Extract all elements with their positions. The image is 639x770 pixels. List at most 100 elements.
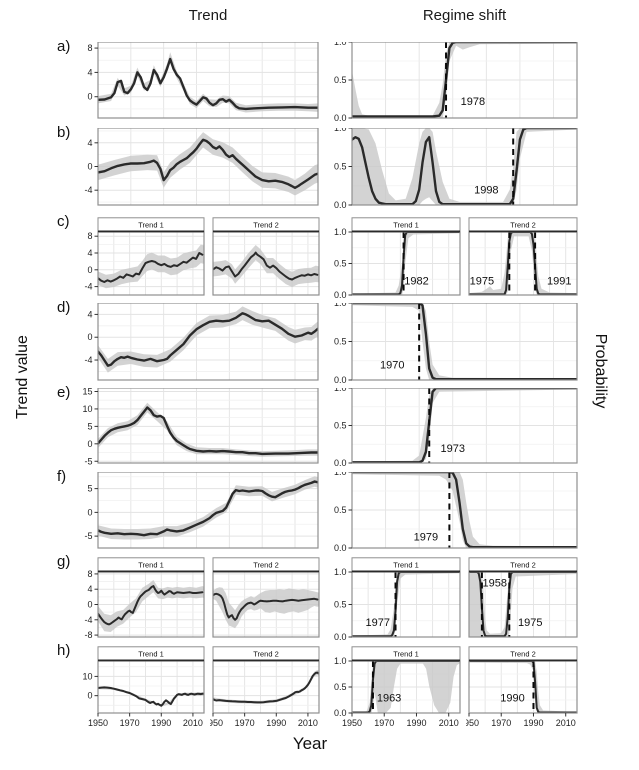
y-tick-label: 1.0 [334, 472, 347, 477]
x-tick-label: 1990 [406, 718, 426, 728]
x-tick-label: 1950 [88, 718, 108, 728]
row-label-g: g) [57, 553, 71, 570]
x-tick-label: 1990 [151, 718, 171, 728]
facet-strip-label: Trend 2 [253, 221, 279, 230]
y-tick-label: 0 [87, 162, 92, 172]
panel-d-trend: -4 0 4 [84, 303, 319, 381]
panel-b-regime: 1998 0.0 0.5 1.0 [334, 128, 578, 208]
y-tick-label: 0 [87, 600, 92, 610]
y-tick-label: 10 [82, 671, 92, 681]
panel-d-regime: 1970 0.0 0.5 1.0 [334, 303, 578, 383]
y-tick-label: -5 [84, 456, 92, 466]
x-tick-label: 1950 [342, 718, 362, 728]
panel-g-trend-trend-1: Trend 1 -8 -4 0 4 8 [84, 557, 205, 640]
facet-strip-label: Trend 2 [510, 561, 536, 570]
facet-strip-label: Trend 1 [138, 221, 164, 230]
y-tick-label: 0.5 [334, 162, 347, 172]
facet-strip-label: Trend 2 [253, 650, 279, 659]
panel-e-regime: 1973 0.0 0.5 1.0 [334, 388, 578, 466]
facet-strip-label: Trend 1 [393, 561, 419, 570]
facet-strip-label: Trend 1 [393, 650, 419, 659]
y-tick-label: 0.0 [334, 543, 347, 551]
y-tick-label: 0.5 [334, 505, 347, 515]
x-tick-label: 2010 [298, 718, 318, 728]
shift-year-label: 1998 [474, 184, 498, 196]
y-tick-label: 5 [87, 484, 92, 494]
y-tick-label: 4 [87, 309, 92, 319]
panel-f-trend: -5 0 5 [84, 472, 319, 549]
panel-b-trend: -4 0 4 [84, 128, 319, 206]
y-tick-label: 0.5 [334, 259, 347, 269]
y-tick-label: -4 [84, 615, 92, 625]
column-header-regime-shift: Regime shift [422, 7, 507, 24]
x-axis-title: Year [292, 734, 328, 753]
shift-year-label: 1991 [547, 275, 571, 287]
panel-g-trend-trend-2: Trend 2 [212, 557, 320, 638]
facet-strip-label: Trend 1 [138, 561, 164, 570]
panel-g-regime-trend-1: 1977 Trend 1 0.0 0.5 1.0 [334, 557, 461, 640]
row-label-a: a) [57, 38, 71, 55]
y-tick-label: 0 [87, 92, 92, 102]
shift-year-label: 1982 [404, 275, 428, 287]
panel-h-trend-trend-1: Trend 1 0 10 1950 1970 1990 2010 [82, 646, 205, 728]
y-tick-label: 5 [87, 421, 92, 431]
facet-strip-label: Trend 2 [510, 221, 536, 230]
y-axis-title-left: Trend value [14, 335, 31, 419]
y-tick-label: 0.5 [334, 337, 347, 347]
y-tick-label: 10 [82, 404, 92, 414]
y-tick-label: 0.0 [334, 113, 347, 121]
y-tick-label: 0 [87, 439, 92, 449]
shift-year-label: 1958 [483, 577, 507, 589]
facet-strip-label: Trend 1 [138, 650, 164, 659]
panel-c-regime-trend-2: 1975 1991 Trend 2 [468, 217, 578, 296]
y-tick-label: 0.5 [334, 600, 347, 610]
shift-year-label: 1963 [377, 693, 401, 705]
y-tick-label: 1.0 [334, 303, 347, 308]
row-label-d: d) [57, 299, 71, 316]
x-tick-label: 1970 [491, 718, 511, 728]
shift-year-label: 1975 [470, 275, 494, 287]
x-tick-label: 1950 [466, 718, 479, 728]
row-label-b: b) [57, 124, 71, 141]
y-tick-label: 0.0 [334, 375, 347, 383]
y-tick-label: 1.0 [334, 227, 347, 237]
y-tick-label: 4 [87, 67, 92, 77]
y-tick-label: 0 [87, 507, 92, 517]
y-axis-title-right: Probability [592, 333, 609, 409]
y-tick-label: 0.0 [334, 708, 347, 718]
panel-h-regime-trend-2: 1990 Trend 2 1950 1970 1990 2010 [466, 646, 578, 728]
row-label-e: e) [57, 384, 71, 401]
panel-c-trend-trend-2: Trend 2 [212, 217, 320, 296]
panel-a-trend: 0 4 8 [87, 42, 319, 119]
y-tick-label: 8 [87, 231, 92, 241]
y-tick-label: 4 [87, 138, 92, 148]
facet-strip-label: Trend 1 [393, 221, 419, 230]
x-tick-label: 1970 [235, 718, 255, 728]
x-tick-label: 1990 [266, 718, 286, 728]
y-tick-label: 0.0 [334, 632, 347, 640]
row-label-c: c) [57, 213, 70, 230]
y-tick-label: 1.0 [334, 656, 347, 666]
x-tick-label: 1950 [210, 718, 223, 728]
y-tick-label: -4 [84, 355, 92, 365]
panel-h-regime-trend-1: 1963 Trend 1 0.0 0.5 1.0 1950 1970 1990 2010 [334, 646, 461, 728]
panel-h-trend-trend-2: Trend 2 1950 1970 1990 2010 [210, 646, 320, 728]
shift-year-label: 1975 [518, 617, 542, 629]
row-label-f: f) [57, 468, 67, 485]
y-tick-label: 0.0 [334, 458, 347, 466]
y-tick-label: 0 [87, 265, 92, 275]
y-tick-label: 1.0 [334, 388, 347, 393]
y-tick-label: 4 [87, 248, 92, 258]
y-tick-label: 8 [87, 43, 92, 53]
y-tick-label: -4 [84, 282, 92, 292]
panel-c-regime-trend-1: 1982 Trend 1 0.0 0.5 1.0 [334, 217, 461, 298]
y-tick-label: 1.0 [334, 42, 347, 47]
y-tick-label: 8 [87, 569, 92, 579]
panel-a-regime: 1978 0.0 0.5 1.0 [334, 42, 578, 121]
y-tick-label: 0.5 [334, 421, 347, 431]
x-tick-label: 2010 [556, 718, 576, 728]
y-tick-label: -4 [84, 185, 92, 195]
panel-c-trend-trend-1: Trend 1 -4 0 4 8 [84, 217, 205, 296]
y-tick-label: 0.0 [334, 200, 347, 208]
